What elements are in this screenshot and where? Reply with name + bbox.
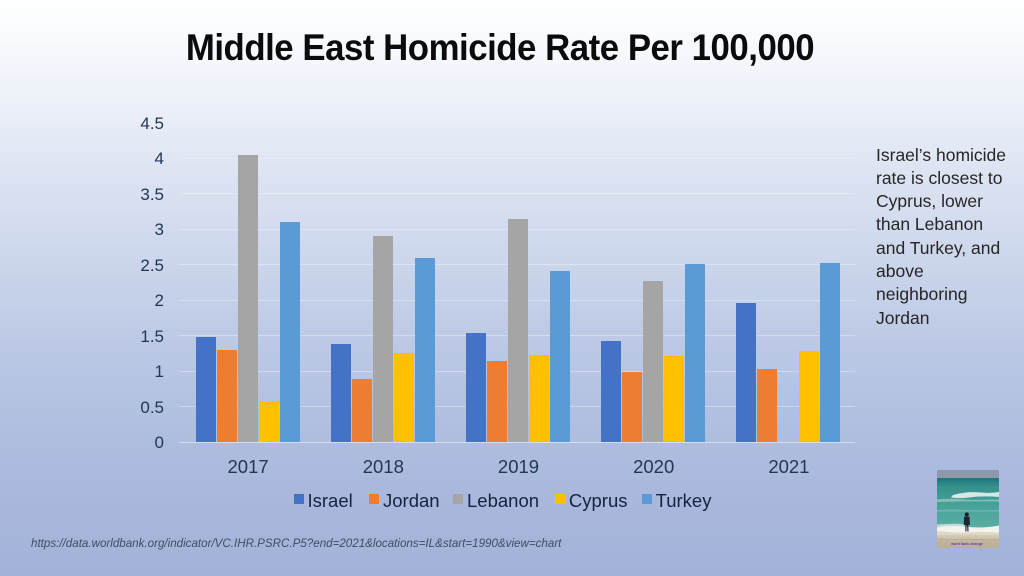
- svg-text:word bank change: word bank change: [950, 542, 983, 546]
